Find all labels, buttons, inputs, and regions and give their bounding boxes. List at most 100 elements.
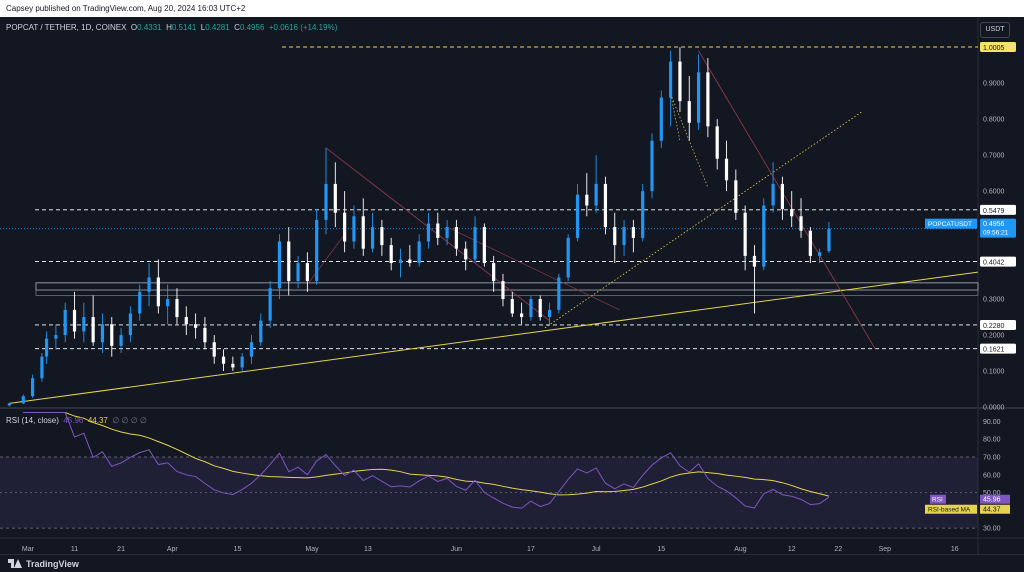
candle-body: [203, 327, 207, 343]
rsi-ma-value-text: 44.37: [983, 507, 1001, 514]
price-chart[interactable]: 1.00000.90000.80000.70000.60000.50000.30…: [0, 17, 1024, 554]
candle-body: [91, 317, 95, 343]
candle-body: [445, 227, 449, 238]
candle-body: [687, 101, 691, 123]
time-tick-label: Aug: [734, 546, 747, 553]
candle-body: [249, 342, 254, 357]
rsi-line: [23, 412, 830, 509]
candle-body: [380, 227, 384, 246]
footer: TradingView: [0, 554, 1024, 572]
tradingview-logo[interactable]: TradingView: [8, 557, 79, 570]
candle-body: [166, 299, 170, 307]
candle-body: [194, 324, 198, 328]
rsi-legend: RSI (14, close) 45.96 44.37 ∅ ∅ ∅ ∅: [6, 416, 147, 425]
time-tick-label: Mar: [22, 546, 35, 553]
candle-body: [54, 335, 58, 339]
candle-body: [389, 245, 393, 264]
candle-body: [659, 97, 663, 141]
rsi-axis-labels: RSI 45.96 RSI-based MA 44.37: [925, 494, 1010, 514]
candle-body: [40, 356, 44, 379]
candle-body: [436, 223, 440, 238]
candle-body: [752, 255, 757, 267]
rsi-legend-value: 45.96: [63, 416, 84, 425]
low-value: 0.4281: [205, 23, 230, 32]
price-tick-label: 0.2000: [983, 333, 1005, 340]
level-price-label: 0.5479: [980, 204, 1016, 215]
candle-body: [147, 277, 151, 292]
candle-body: [7, 403, 11, 406]
time-tick-label: 16: [951, 546, 959, 553]
level-price-label: 0.1621: [980, 343, 1016, 354]
candle-body: [575, 194, 580, 238]
minor-trend-line-2: [446, 226, 620, 311]
candle-body: [799, 216, 803, 231]
candle-body: [529, 299, 533, 318]
candle-body: [547, 309, 552, 318]
time-tick-label: 11: [71, 546, 78, 553]
rsi-title: RSI (14, close): [6, 416, 59, 425]
level-price-text: 0.2280: [983, 323, 1005, 330]
candle-body: [706, 72, 710, 127]
candle-body: [398, 259, 403, 264]
price-tick-label: 0.9000: [983, 81, 1005, 88]
change-value: +0.0616 (+14.19%): [268, 23, 338, 32]
candle-body: [315, 219, 319, 282]
symbol-tag: [925, 218, 977, 229]
candle-body: [277, 241, 282, 289]
rsi-tick-label: 90.00: [983, 419, 1001, 426]
candle-body: [669, 61, 673, 98]
candle-body: [305, 263, 309, 282]
candle-body: [808, 230, 812, 256]
candle-body: [333, 183, 337, 213]
rsi-ma-value-box: [980, 504, 1010, 514]
candle-body: [82, 317, 86, 332]
symbol-tag-text: POPCATUSDT: [928, 221, 972, 228]
candle-body: [724, 158, 729, 181]
rsi-ma-name-tag: [925, 504, 977, 514]
level-price-label: 1.0005: [980, 42, 1016, 53]
candle-body: [343, 212, 347, 242]
candle-body: [473, 227, 477, 260]
candle-body: [184, 317, 188, 325]
level-price-box: [980, 42, 1016, 53]
rsi-name-tag-text: RSI: [932, 497, 943, 504]
level-price-box: [980, 256, 1016, 267]
candle-body: [594, 183, 598, 206]
candle-body: [324, 183, 328, 220]
candle-body: [72, 309, 77, 332]
candle-body: [510, 299, 514, 314]
candle-body: [520, 313, 524, 318]
range-box-inner: [35, 289, 979, 296]
candle-body: [352, 216, 356, 242]
candle-body: [557, 277, 561, 310]
countdown-text: 09:56:21: [983, 230, 1009, 237]
candle-body: [790, 209, 794, 217]
candle-body: [696, 72, 701, 123]
candle-body: [44, 338, 49, 357]
ascending-support-line: [9, 271, 979, 404]
rsi-tick-label: 30.00: [983, 526, 1001, 533]
rsi-ma-name-tag-text: RSI-based MA: [928, 507, 971, 514]
candle-body: [259, 320, 263, 343]
published-text: Capsey published on TradingView.com, Aug…: [6, 4, 246, 13]
candle-body: [231, 363, 235, 368]
level-price-box: [980, 343, 1016, 354]
candle-body: [21, 396, 25, 404]
dotted-trend-line: [544, 111, 862, 329]
currency-button[interactable]: USDT: [980, 22, 1010, 38]
candle-body: [100, 324, 105, 343]
current-price-text: 0.4956: [983, 221, 1005, 228]
price-tick-label: 0.3000: [983, 297, 1005, 304]
brand-name: TradingView: [26, 558, 79, 569]
chart-area[interactable]: 1.00000.90000.80000.70000.60000.50000.30…: [0, 17, 1024, 554]
candle-body: [268, 288, 272, 321]
candle-body: [622, 227, 626, 246]
candle-body: [603, 183, 608, 228]
time-tick-label: Jul: [592, 546, 601, 553]
candle-body: [128, 313, 132, 336]
candle-body: [818, 252, 822, 256]
candle-body: [408, 259, 412, 264]
current-price-box: [980, 218, 1016, 238]
candle-body: [119, 335, 123, 346]
candle-body: [370, 227, 375, 249]
